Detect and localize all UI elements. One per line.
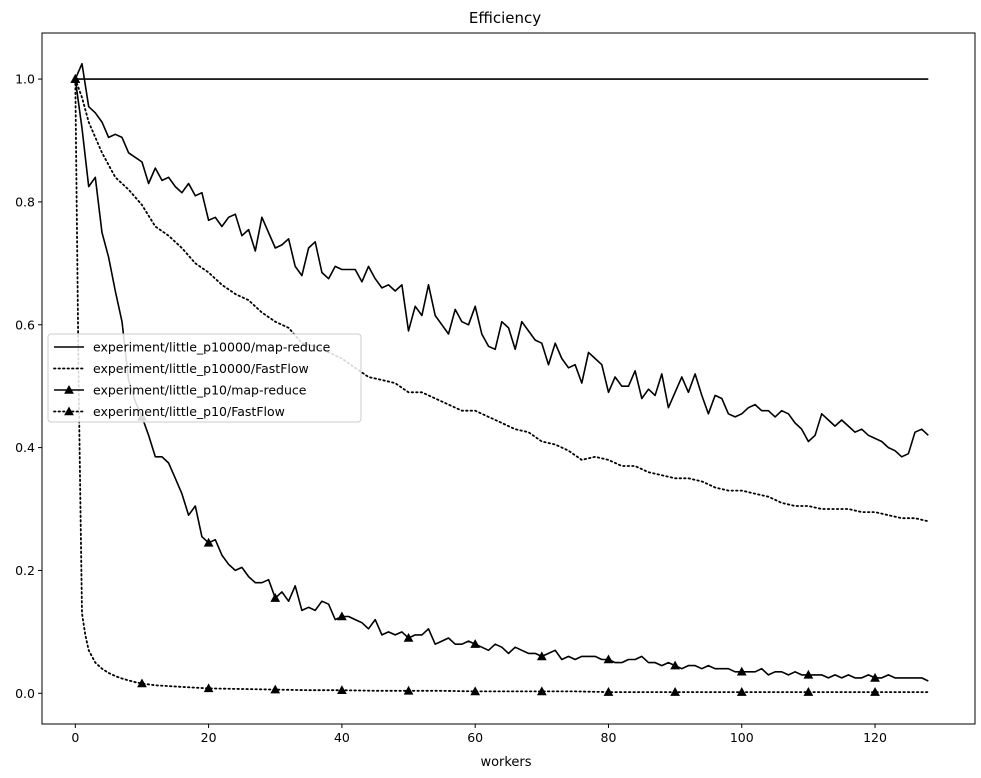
y-axis-ticks: 0.0 0.2 0.4 0.6 0.8 1.0 <box>15 72 42 701</box>
series-marker-2 <box>470 639 481 648</box>
x-tick-label: 20 <box>201 730 217 745</box>
y-tick-label: 0.8 <box>15 194 35 209</box>
x-tick-label: 0 <box>71 730 79 745</box>
y-tick-label: 0.4 <box>15 440 35 455</box>
legend-marker-3 <box>64 406 74 416</box>
y-tick-label: 0.0 <box>15 686 35 701</box>
x-tick-label: 60 <box>467 730 483 745</box>
series-marker-3 <box>270 684 281 694</box>
series-marker-2 <box>403 632 414 642</box>
x-tick-label: 80 <box>601 730 617 745</box>
x-axis-label: workers <box>480 755 531 770</box>
series-marker-2 <box>203 537 214 547</box>
series-marker-2 <box>536 651 547 661</box>
series-line-0 <box>74 62 929 458</box>
x-tick-label: 120 <box>863 730 887 745</box>
legend-frame <box>47 333 362 423</box>
series-marker-3 <box>470 686 481 696</box>
y-tick-label: 0.6 <box>15 317 35 332</box>
series-marker-3 <box>337 685 347 694</box>
series-marker-3 <box>736 687 747 696</box>
series-marker-3 <box>403 685 414 695</box>
series-marker-3 <box>203 683 214 693</box>
series-marker-3 <box>803 687 814 696</box>
series-marker-2 <box>803 669 814 679</box>
legend-entry-3: experiment/little_p10/FastFlow <box>93 404 285 419</box>
series-line-2 <box>74 78 929 682</box>
chart-title: Efficiency <box>469 9 541 27</box>
legend-marker-2 <box>64 384 74 394</box>
series-line-3 <box>74 78 930 693</box>
series-marker-2 <box>603 654 614 664</box>
axes-frame <box>41 32 976 725</box>
legend: experiment/little_p10000/map-reduceexper… <box>47 333 362 423</box>
x-tick-label: 40 <box>334 730 350 745</box>
series-line-1 <box>74 78 930 523</box>
series-marker-2 <box>270 593 281 602</box>
series-marker-2 <box>870 672 880 682</box>
y-tick-label: 0.2 <box>15 563 35 578</box>
x-axis-ticks: 0 20 40 60 80 100 120 <box>71 724 887 745</box>
series-layer <box>70 62 930 696</box>
series-marker-3 <box>137 678 147 688</box>
y-tick-label: 1.0 <box>15 72 35 87</box>
series-marker-2 <box>736 666 747 676</box>
legend-entry-0: experiment/little_p10000/map-reduce <box>93 340 331 355</box>
plot-area <box>41 32 976 725</box>
series-marker-2 <box>337 611 347 621</box>
series-marker-3 <box>870 687 880 696</box>
legend-entry-1: experiment/little_p10000/FastFlow <box>93 361 309 376</box>
series-marker-3 <box>603 687 614 696</box>
x-tick-label: 100 <box>730 730 754 745</box>
series-marker-2 <box>670 660 680 670</box>
series-marker-3 <box>536 686 547 696</box>
legend-entry-2: experiment/little_p10/map-reduce <box>93 383 307 398</box>
series-marker-3 <box>670 687 680 696</box>
